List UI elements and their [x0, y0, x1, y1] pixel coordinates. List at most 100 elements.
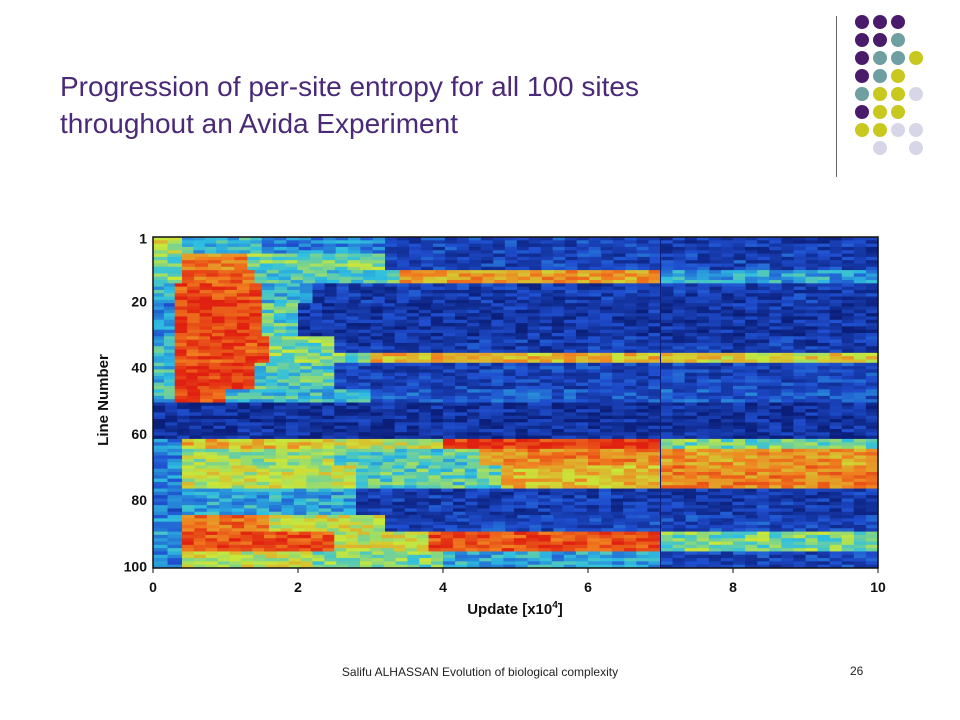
heatmap-cell	[756, 495, 770, 499]
heatmap-cell	[563, 349, 577, 354]
heatmap-cell	[237, 402, 251, 407]
heatmap-cell	[428, 485, 442, 489]
heatmap-cell	[745, 336, 758, 341]
heatmap-cell	[163, 376, 176, 380]
heatmap-cell	[865, 346, 879, 350]
heatmap-cell	[601, 266, 615, 271]
heatmap-cell	[479, 389, 492, 393]
heatmap-cell	[841, 273, 855, 278]
heatmap-cell	[273, 415, 287, 420]
heatmap-cell	[781, 253, 795, 258]
heatmap-cell	[539, 415, 553, 420]
heatmap-cell	[455, 455, 468, 460]
heatmap-cell	[551, 402, 565, 407]
heatmap-cell	[636, 323, 650, 327]
heatmap-cell	[575, 366, 589, 370]
heatmap-cell	[527, 349, 541, 354]
heatmap-cell	[817, 276, 831, 281]
heatmap-cell	[420, 237, 434, 241]
heatmap-cell	[527, 346, 541, 350]
heatmap-cell	[613, 276, 626, 281]
heatmap-cell	[360, 237, 374, 241]
heatmap-cell	[199, 309, 213, 314]
heatmap-cell	[623, 505, 636, 509]
heatmap-cell	[213, 419, 227, 423]
heatmap-cell	[853, 273, 867, 278]
heatmap-cell	[503, 336, 517, 341]
heatmap-cell	[720, 478, 734, 483]
heatmap-cell	[516, 237, 530, 241]
heatmap-cell	[452, 485, 466, 489]
heatmap-cell	[334, 339, 347, 344]
heatmap-cell	[467, 422, 480, 427]
heatmap-cell	[769, 376, 782, 380]
heatmap-cell	[829, 303, 843, 307]
heatmap-cell	[236, 319, 250, 324]
heatmap-cell	[648, 362, 662, 367]
heatmap-cell	[781, 362, 795, 367]
heatmap-cell	[346, 382, 360, 387]
heatmap-cell	[440, 478, 454, 483]
heatmap-cell	[331, 481, 345, 486]
heatmap-cell	[563, 435, 577, 440]
heatmap-cell	[612, 316, 625, 321]
heatmap-cell	[455, 326, 468, 331]
heatmap-cell	[745, 256, 759, 261]
heatmap-cell	[263, 458, 277, 463]
heatmap-cell	[418, 432, 432, 436]
heatmap-cell	[334, 419, 347, 423]
heatmap-cell	[598, 498, 612, 503]
decor-dot	[909, 87, 923, 101]
heatmap-cell	[396, 240, 410, 245]
heatmap-cell	[589, 286, 602, 291]
heatmap-cell	[197, 366, 210, 370]
heatmap-cell	[236, 296, 250, 301]
heatmap-cell	[660, 339, 674, 344]
heatmap-cell	[195, 260, 209, 264]
heatmap-cell	[174, 303, 188, 307]
heatmap-cell	[404, 485, 418, 489]
heatmap-cell	[551, 395, 565, 400]
heatmap-cell	[308, 342, 322, 347]
heatmap-cell	[189, 412, 202, 417]
heatmap-cell	[480, 286, 494, 291]
heatmap-cell	[182, 485, 196, 489]
heatmap-cell	[277, 362, 290, 367]
heatmap-cell	[456, 237, 470, 241]
heatmap-cell	[444, 286, 458, 291]
heatmap-cell	[745, 293, 759, 297]
heatmap-cell	[588, 455, 601, 460]
heatmap-cell	[394, 402, 408, 407]
heatmap-cell	[358, 316, 372, 321]
heatmap-cell	[576, 240, 590, 245]
heatmap-cell	[757, 289, 771, 294]
heatmap-cell	[249, 289, 263, 294]
heatmap-cell	[256, 501, 270, 506]
heatmap-cell	[588, 369, 601, 374]
heatmap-cell	[163, 346, 176, 350]
heatmap-cell	[310, 438, 324, 443]
heatmap-cell	[793, 323, 807, 327]
heatmap-cell	[240, 458, 253, 463]
heatmap-cell	[217, 445, 230, 450]
heatmap-cell	[817, 399, 831, 403]
heatmap-cell	[696, 475, 710, 480]
heatmap-cell	[769, 389, 782, 393]
heatmap-cell	[261, 395, 275, 400]
heatmap-cell	[186, 359, 199, 364]
heatmap-cell	[224, 316, 238, 321]
heatmap-cell	[708, 276, 722, 281]
heatmap-cell	[529, 293, 542, 297]
heatmap-cell	[287, 438, 300, 443]
heatmap-cell	[411, 270, 424, 274]
heatmap-cell	[660, 412, 674, 417]
heatmap-cell	[648, 376, 662, 380]
heatmap-cell	[224, 309, 238, 314]
heatmap-cell	[733, 428, 746, 433]
heatmap-cell	[829, 412, 843, 417]
heatmap-cell	[163, 306, 176, 311]
heatmap-cell	[648, 336, 662, 341]
heatmap-cell	[363, 270, 376, 274]
heatmap-cell	[257, 356, 270, 360]
heatmap-cell	[394, 329, 408, 334]
